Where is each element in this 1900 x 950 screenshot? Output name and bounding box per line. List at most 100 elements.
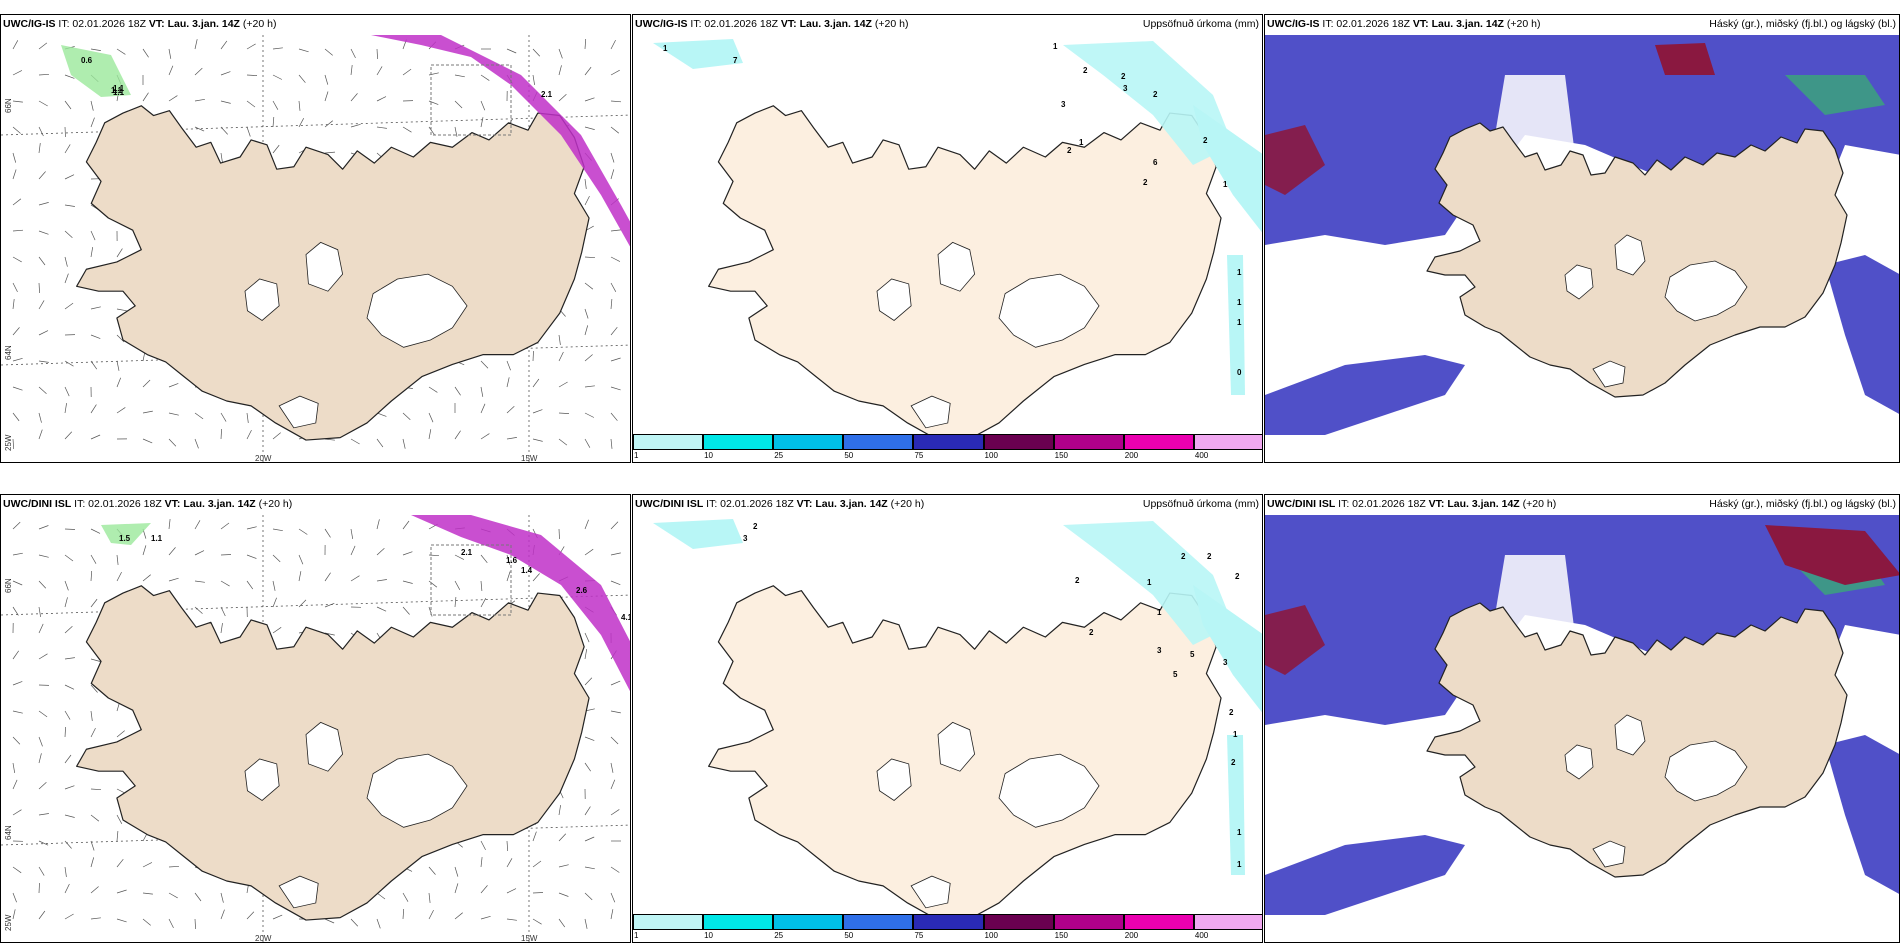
wind-barb bbox=[168, 412, 179, 416]
wind-barb bbox=[168, 547, 176, 556]
colorbar-swatch bbox=[1053, 914, 1124, 930]
wind-barb bbox=[558, 864, 569, 868]
wind-barb bbox=[610, 892, 616, 903]
precip-value-label: 2 bbox=[1075, 576, 1080, 585]
precip-value-label: 2 bbox=[1207, 552, 1212, 561]
lat-label-25w: 25W bbox=[4, 434, 13, 451]
precip-value-label: 2 bbox=[1143, 178, 1148, 187]
wind-barb bbox=[12, 169, 17, 180]
wind-barb bbox=[610, 909, 614, 920]
wind-barb bbox=[532, 860, 542, 868]
wind-value-label: 1.6 bbox=[506, 556, 518, 565]
wind-barb bbox=[480, 433, 490, 440]
precip-value-label: 7 bbox=[733, 56, 738, 65]
wind-barb bbox=[64, 100, 72, 110]
lat-label-66n: 66N bbox=[4, 578, 13, 593]
colorbar-swatch bbox=[843, 434, 914, 450]
wind-barb bbox=[610, 680, 621, 686]
wind-barb bbox=[194, 67, 203, 76]
wind-barb bbox=[272, 914, 283, 920]
wind-barb bbox=[246, 126, 251, 137]
wind-barb bbox=[116, 48, 126, 55]
wind-barb bbox=[272, 116, 275, 128]
precip-colorbar: 1 10 25 50 75 100 150 200 400 bbox=[633, 434, 1262, 460]
wind-value-label: 2.6 bbox=[576, 586, 588, 595]
wind-panel-dini: UWC/DINI ISL IT: 02.01.2026 18Z VT: Lau.… bbox=[0, 494, 631, 943]
wind-barb bbox=[90, 334, 101, 339]
wind-value-label: 0.6 bbox=[81, 56, 93, 65]
wind-barb bbox=[376, 66, 383, 76]
wind-barb bbox=[116, 858, 124, 868]
colorbar-label: 100 bbox=[984, 931, 998, 940]
colorbar-swatch bbox=[633, 914, 704, 930]
wind-barb bbox=[12, 152, 17, 163]
wind-value-label: 1.1 bbox=[113, 88, 125, 97]
wind-barb bbox=[532, 48, 541, 57]
precip-patch bbox=[1227, 255, 1245, 395]
wind-barb bbox=[454, 883, 459, 894]
wind-barb bbox=[428, 892, 431, 903]
precip-value-label: 1 bbox=[1237, 268, 1242, 277]
wind-barb bbox=[558, 65, 562, 76]
wind-barb bbox=[64, 403, 67, 414]
colorbar-swatch bbox=[1193, 434, 1262, 450]
wind-barb bbox=[90, 434, 101, 440]
precip-patch bbox=[1063, 41, 1233, 165]
wind-barb bbox=[12, 736, 21, 745]
wind-green-patch bbox=[101, 523, 151, 545]
wind-barb bbox=[376, 412, 387, 417]
glacier bbox=[910, 875, 951, 909]
precip-patch bbox=[653, 39, 743, 69]
wind-barb bbox=[12, 40, 19, 50]
wind-barb bbox=[506, 888, 517, 894]
wind-barb bbox=[402, 551, 413, 556]
precip-value-label: 2 bbox=[1231, 758, 1236, 767]
wind-barb bbox=[324, 151, 336, 154]
wind-barb bbox=[610, 256, 621, 262]
wind-barb bbox=[584, 649, 588, 660]
wind-barb bbox=[246, 429, 252, 440]
colorbar-label: 400 bbox=[1194, 931, 1209, 940]
wind-barb bbox=[142, 892, 153, 895]
wind-barb bbox=[376, 606, 387, 612]
cloud-red-area bbox=[1265, 125, 1325, 195]
wind-barb bbox=[324, 120, 334, 128]
wind-barb bbox=[64, 657, 75, 660]
wind-barb bbox=[506, 858, 513, 868]
cloud-low-area bbox=[1825, 255, 1899, 414]
precip-value-label: 1 bbox=[1237, 298, 1242, 307]
wind-barb bbox=[532, 918, 542, 925]
wind-barb bbox=[38, 330, 49, 336]
wind-barb bbox=[168, 918, 174, 929]
wind-barb bbox=[90, 684, 98, 693]
precip-value-label: 5 bbox=[1190, 650, 1195, 659]
wind-barb bbox=[12, 357, 23, 362]
wind-barb bbox=[480, 100, 486, 111]
wind-barb bbox=[38, 623, 44, 634]
wind-barb bbox=[116, 889, 127, 894]
iceland bbox=[708, 105, 1222, 435]
wind-barb bbox=[12, 386, 23, 391]
wind-barb bbox=[220, 71, 231, 76]
glacier bbox=[1564, 744, 1594, 780]
colorbar-swatch bbox=[703, 914, 774, 930]
wind-barb bbox=[38, 42, 48, 50]
wind-barb bbox=[272, 554, 281, 563]
wind-barb bbox=[12, 521, 21, 530]
wind-barb bbox=[12, 552, 23, 556]
colorbar-swatch bbox=[1123, 434, 1194, 450]
wind-barb bbox=[272, 580, 276, 591]
wind-barb bbox=[584, 519, 589, 530]
wind-barb bbox=[116, 814, 123, 824]
iceland bbox=[708, 585, 1222, 915]
wind-barb bbox=[90, 404, 97, 414]
cloud-low-area bbox=[1265, 355, 1465, 435]
wind-barb bbox=[12, 299, 15, 310]
wind-barb bbox=[38, 840, 49, 846]
wind-barb bbox=[350, 918, 359, 927]
precip-value-label: 2 bbox=[1067, 146, 1072, 155]
wind-barb bbox=[64, 866, 67, 877]
precip-patch bbox=[1227, 735, 1245, 875]
precip-value-label: 1 bbox=[1223, 180, 1228, 189]
wind-barb bbox=[38, 429, 43, 440]
